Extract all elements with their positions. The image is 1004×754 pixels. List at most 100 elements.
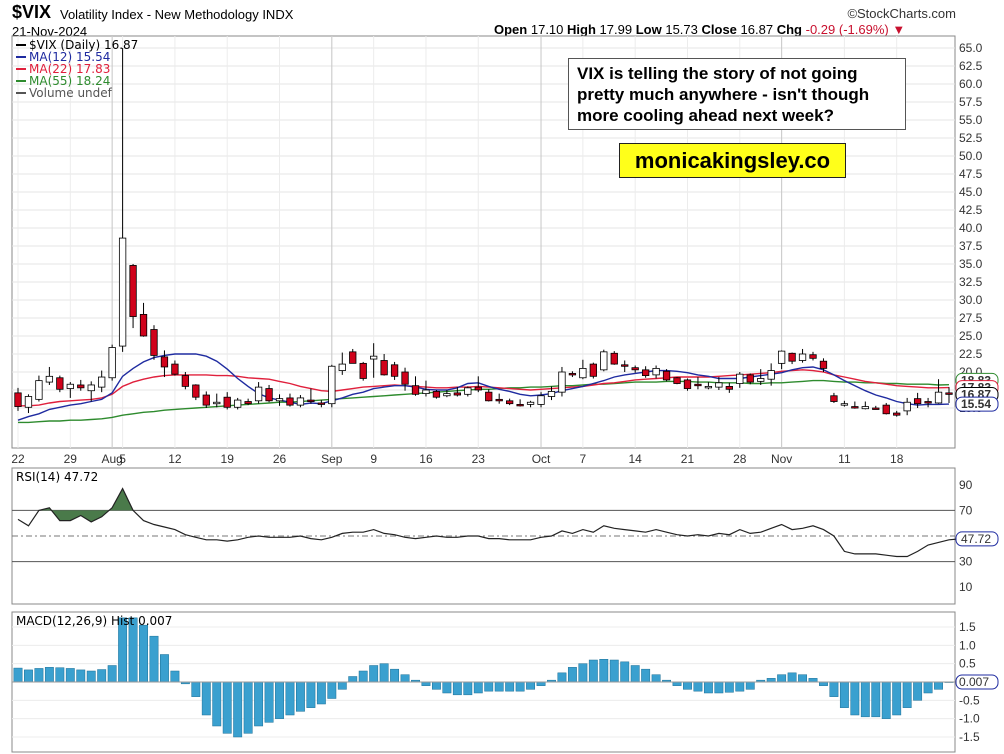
candle-body: [390, 364, 399, 377]
candle-body: [673, 377, 681, 384]
macd-hist-bar: [97, 669, 107, 683]
candle-body: [893, 412, 901, 416]
symbol: $VIX: [12, 2, 52, 22]
candle-body: [160, 356, 169, 368]
legend-entry: MA(55) 18.24: [29, 74, 110, 88]
rsi-title: RSI(14) 47.72: [16, 470, 98, 484]
macd-hist-bar: [170, 670, 180, 683]
price-tick-label: 45.0: [959, 185, 983, 199]
candle-body: [202, 394, 210, 406]
open-label: Open: [494, 22, 528, 37]
chg-label: Chg: [776, 22, 802, 37]
close-label: Close: [701, 22, 737, 37]
macd-hist-bar: [714, 681, 724, 694]
macd-hist-bar: [400, 674, 410, 683]
rsi-tick-label: 10: [959, 580, 973, 594]
legend-entry: $VIX (Daily) 16.87: [29, 38, 138, 52]
date-tick-label: 12: [168, 452, 182, 466]
candle-body: [861, 406, 869, 410]
macd-hist-bar: [515, 681, 525, 692]
candle-body: [516, 403, 524, 407]
candle-body: [380, 360, 388, 376]
macd-hist-bar: [808, 678, 818, 683]
macd-hist-bar: [567, 667, 577, 683]
macd-hist-bar: [452, 681, 462, 696]
macd-hist-bar: [442, 681, 452, 694]
candle-body: [579, 367, 587, 379]
candle-body: [798, 353, 807, 361]
annotation-note: VIX is telling the story of not going pr…: [568, 58, 906, 130]
candle-body: [526, 401, 535, 405]
macd-hist-bar: [139, 624, 148, 683]
candle-body: [87, 384, 95, 392]
candle-body: [411, 385, 420, 395]
candle-body: [307, 399, 315, 402]
price-tick-label: 27.5: [959, 311, 983, 325]
candle-body: [443, 393, 451, 397]
macd-hist-bar: [641, 668, 651, 683]
price-tick-label: 30.0: [959, 293, 983, 307]
macd-hist-bar: [505, 681, 515, 692]
candle-body: [621, 364, 629, 367]
macd-hist-bar: [348, 676, 358, 683]
candle-body: [464, 387, 472, 395]
macd-hist-bar: [735, 681, 745, 692]
candle-body: [98, 376, 106, 388]
macd-hist-bar: [44, 667, 54, 683]
macd-hist-bar: [588, 659, 598, 683]
candle-body: [600, 351, 608, 371]
macd-hist-bar: [191, 681, 201, 697]
candle-body: [903, 401, 911, 412]
macd-hist-bar: [24, 669, 33, 683]
candle-body: [558, 371, 566, 393]
candle-body: [453, 392, 461, 396]
macd-hist-bar: [337, 681, 347, 690]
macd-hist-bar: [651, 674, 661, 683]
macd-hist-bar: [630, 665, 640, 683]
candle-body: [192, 384, 200, 398]
macd-hist-bar: [693, 681, 703, 692]
candle-body: [139, 313, 148, 337]
date-tick-label: 5: [119, 452, 126, 466]
macd-hist-bar: [536, 681, 546, 686]
macd-hist-bar: [264, 681, 274, 723]
candle-body: [275, 398, 284, 402]
date-tick-label: 22: [11, 452, 25, 466]
macd-hist-bar: [934, 681, 943, 690]
candle-body: [422, 389, 430, 394]
brand-label[interactable]: ©StockCharts.com: [847, 6, 956, 21]
down-arrow-icon: ▼: [892, 22, 906, 37]
macd-hist-bar: [578, 663, 588, 683]
candle-body: [746, 374, 754, 383]
price-tick-label: 22.5: [959, 347, 983, 361]
macd-title: MACD(12,26,9) Hist 0.007: [16, 614, 172, 628]
candle-body: [108, 347, 116, 379]
macd-tick-label: -1.5: [959, 730, 980, 744]
price-tick-label: 65.0: [959, 41, 983, 55]
macd-hist-bar: [327, 681, 337, 699]
macd-hist-bar: [829, 681, 839, 697]
ma22-line: [18, 369, 950, 407]
macd-hist-bar: [13, 667, 23, 683]
date-tick-label: 23: [472, 452, 486, 466]
candle-body: [118, 237, 127, 347]
candle-body: [338, 363, 346, 371]
macd-hist-bar: [285, 681, 295, 716]
macd-hist-bar: [703, 681, 713, 694]
price-tick-label: 60.0: [959, 77, 983, 91]
ohlc-summary: Open 17.10 High 17.99 Low 15.73 Close 16…: [494, 22, 905, 37]
rsi-tick-label: 30: [959, 555, 973, 569]
candle-body: [223, 396, 231, 408]
ma12-line: [17, 353, 950, 421]
rsi-line: [17, 487, 960, 558]
annotation-url: monicakingsley.co: [619, 143, 846, 178]
macd-hist-bar: [390, 668, 400, 683]
price-tick-label: 42.5: [959, 203, 983, 217]
macd-hist-bar: [683, 681, 692, 690]
candle-body: [77, 384, 85, 389]
price-tick-label: 52.5: [959, 131, 983, 145]
price-tick-label: 50.0: [959, 149, 983, 163]
date-tick-label: 21: [681, 452, 695, 466]
candle-body: [401, 371, 409, 385]
macd-hist-bar: [160, 654, 169, 683]
